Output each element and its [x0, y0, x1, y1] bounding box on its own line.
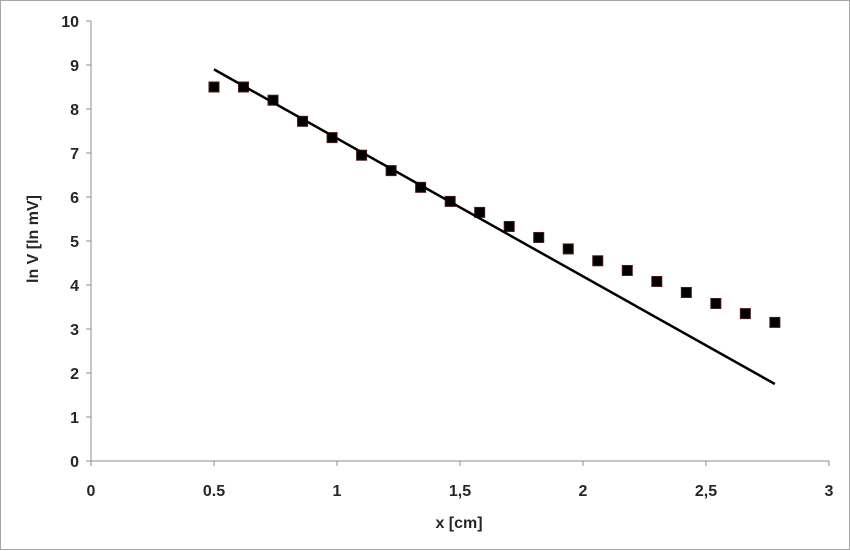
y-tick-label: 6 [70, 190, 79, 207]
y-tick-label: 0 [70, 454, 79, 471]
x-tick-label: 2,5 [695, 483, 717, 500]
y-axis-title: ln V [ln mV] [25, 195, 42, 283]
fit-line [213, 68, 776, 386]
data-point [533, 231, 545, 243]
x-tick-label: 1 [333, 483, 342, 500]
data-point [562, 243, 574, 255]
data-point [651, 275, 663, 287]
data-point [592, 255, 604, 267]
y-tick-label: 2 [70, 366, 79, 383]
x-tick-label: 2 [579, 483, 588, 500]
y-tick-label: 1 [70, 410, 79, 427]
y-tick-label: 4 [70, 278, 79, 295]
data-point [769, 316, 781, 328]
y-tick-label: 5 [70, 234, 79, 251]
data-point [503, 220, 515, 232]
x-tick-label: 1,5 [449, 483, 471, 500]
y-tick-label: 9 [70, 58, 79, 75]
y-tick-label: 8 [70, 102, 79, 119]
y-tick-label: 7 [70, 146, 79, 163]
x-tick-label: 0 [87, 483, 96, 500]
data-point [208, 81, 220, 93]
data-point [739, 308, 751, 320]
x-tick-label: 3 [825, 483, 834, 500]
plot-area [208, 68, 781, 386]
data-point [710, 297, 722, 309]
x-tick-label: 0.5 [203, 483, 225, 500]
axes [90, 21, 829, 462]
ticks: 0 1 2 3 4 5 6 7 8 9 10 0 0.5 1 1,5 2 2,5 3 [61, 14, 833, 500]
y-tick-label: 3 [70, 322, 79, 339]
x-axis-title: x [cm] [435, 515, 482, 532]
data-point [680, 286, 692, 298]
data-point [621, 264, 633, 276]
y-tick-label: 10 [61, 14, 79, 31]
